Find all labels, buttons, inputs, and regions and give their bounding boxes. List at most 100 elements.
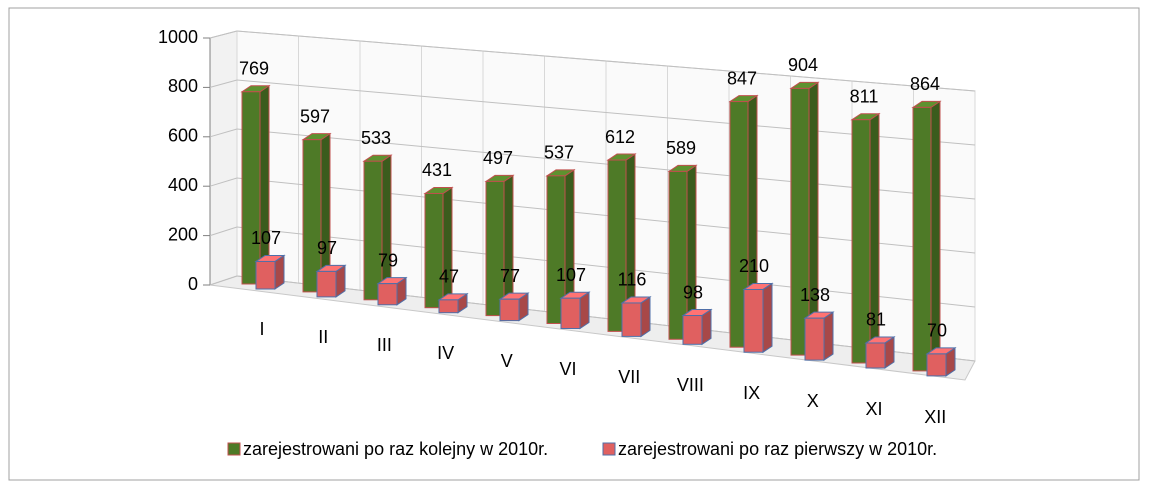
bar bbox=[315, 264, 347, 298]
grid-line bbox=[209, 128, 238, 138]
x-tick-label: III bbox=[377, 335, 392, 355]
grid-line bbox=[209, 226, 238, 237]
grid-line bbox=[209, 177, 238, 187]
bar-side bbox=[640, 296, 651, 338]
value-label: 597 bbox=[300, 106, 330, 126]
bar-side bbox=[823, 311, 834, 362]
bar-front bbox=[438, 299, 459, 314]
value-label: 533 bbox=[361, 128, 391, 148]
value-label: 431 bbox=[422, 160, 452, 180]
grid-line bbox=[236, 30, 976, 92]
x-tick-label: VIII bbox=[677, 375, 704, 395]
bar-front bbox=[682, 315, 703, 345]
bar bbox=[484, 174, 515, 317]
value-label: 904 bbox=[788, 55, 818, 75]
bar-front bbox=[255, 260, 276, 290]
bar bbox=[789, 81, 820, 357]
value-label: 811 bbox=[850, 86, 879, 106]
bar-front bbox=[851, 119, 871, 364]
bar-front bbox=[912, 106, 932, 372]
bar bbox=[545, 168, 576, 325]
bar bbox=[850, 112, 881, 364]
bar-side bbox=[762, 282, 773, 354]
bar bbox=[864, 336, 896, 369]
value-label: 70 bbox=[927, 321, 947, 341]
value-label: 589 bbox=[666, 138, 696, 158]
bar bbox=[620, 296, 652, 338]
bar bbox=[742, 282, 774, 354]
bar bbox=[362, 154, 393, 301]
bar-front bbox=[377, 283, 398, 306]
bar-front bbox=[241, 91, 261, 285]
bar bbox=[437, 292, 469, 314]
x-tick-label: VII bbox=[618, 367, 640, 387]
bar-front bbox=[865, 342, 886, 369]
x-tick-label: XI bbox=[865, 399, 882, 419]
legend-label: zarejestrowani po raz kolejny w 2010r. bbox=[243, 439, 548, 459]
bar bbox=[803, 311, 835, 362]
legend-label: zarejestrowani po raz pierwszy w 2010r. bbox=[618, 439, 937, 459]
side-wall bbox=[209, 30, 238, 286]
grid-line bbox=[209, 30, 238, 39]
bar bbox=[925, 346, 957, 377]
value-label: 537 bbox=[544, 143, 574, 163]
y-tick-label: 200 bbox=[168, 224, 198, 244]
value-label: 79 bbox=[378, 250, 398, 270]
value-label: 864 bbox=[910, 74, 940, 94]
bar bbox=[681, 308, 713, 346]
value-label: 612 bbox=[605, 127, 635, 147]
bar-front bbox=[743, 288, 764, 353]
x-tick-label: IV bbox=[437, 343, 454, 363]
x-tick-label: I bbox=[259, 319, 264, 339]
x-tick-label: V bbox=[501, 351, 513, 371]
bar bbox=[254, 254, 286, 290]
bar-side bbox=[442, 186, 453, 309]
bar-front bbox=[499, 298, 520, 322]
x-tick-label: II bbox=[318, 327, 328, 347]
x-tick-label: VI bbox=[559, 359, 576, 379]
value-label: 107 bbox=[251, 228, 281, 248]
value-label: 138 bbox=[800, 285, 830, 305]
bar-front bbox=[485, 180, 505, 317]
bar bbox=[301, 132, 332, 293]
bar bbox=[423, 186, 454, 309]
bar-front bbox=[560, 297, 581, 330]
value-label: 107 bbox=[556, 265, 586, 285]
x-tick-label: IX bbox=[743, 383, 760, 403]
y-tick-label: 0 bbox=[188, 274, 198, 294]
bar-front bbox=[546, 175, 566, 324]
bar-front bbox=[363, 160, 383, 301]
bar bbox=[667, 164, 698, 341]
x-tick-label: X bbox=[807, 391, 819, 411]
x-tick-label: XII bbox=[924, 407, 946, 427]
value-label: 210 bbox=[739, 256, 769, 276]
bar-front bbox=[607, 159, 627, 332]
value-label: 77 bbox=[500, 266, 520, 286]
bar-front bbox=[424, 192, 444, 309]
bar-front bbox=[790, 87, 810, 356]
value-label: 769 bbox=[239, 59, 269, 79]
y-tick-label: 400 bbox=[168, 175, 198, 195]
bar bbox=[498, 292, 530, 322]
legend-swatch bbox=[227, 442, 241, 456]
value-label: 116 bbox=[618, 270, 647, 290]
bar-front bbox=[926, 353, 947, 377]
bar-front bbox=[316, 270, 337, 298]
value-label: 497 bbox=[483, 148, 513, 168]
legend-swatch bbox=[602, 442, 616, 456]
value-label: 81 bbox=[866, 310, 886, 330]
value-label: 98 bbox=[683, 282, 703, 302]
y-tick-label: 800 bbox=[168, 76, 198, 96]
value-label: 847 bbox=[727, 68, 757, 88]
bar-front bbox=[729, 101, 749, 348]
bar-side bbox=[259, 84, 270, 285]
bar-front bbox=[621, 302, 642, 337]
frame bbox=[8, 7, 1140, 481]
value-label: 47 bbox=[439, 267, 459, 287]
bar bbox=[376, 276, 408, 306]
grid-line bbox=[209, 275, 238, 286]
grid-line bbox=[209, 79, 238, 88]
bar-front bbox=[668, 170, 688, 340]
bar bbox=[559, 291, 591, 330]
